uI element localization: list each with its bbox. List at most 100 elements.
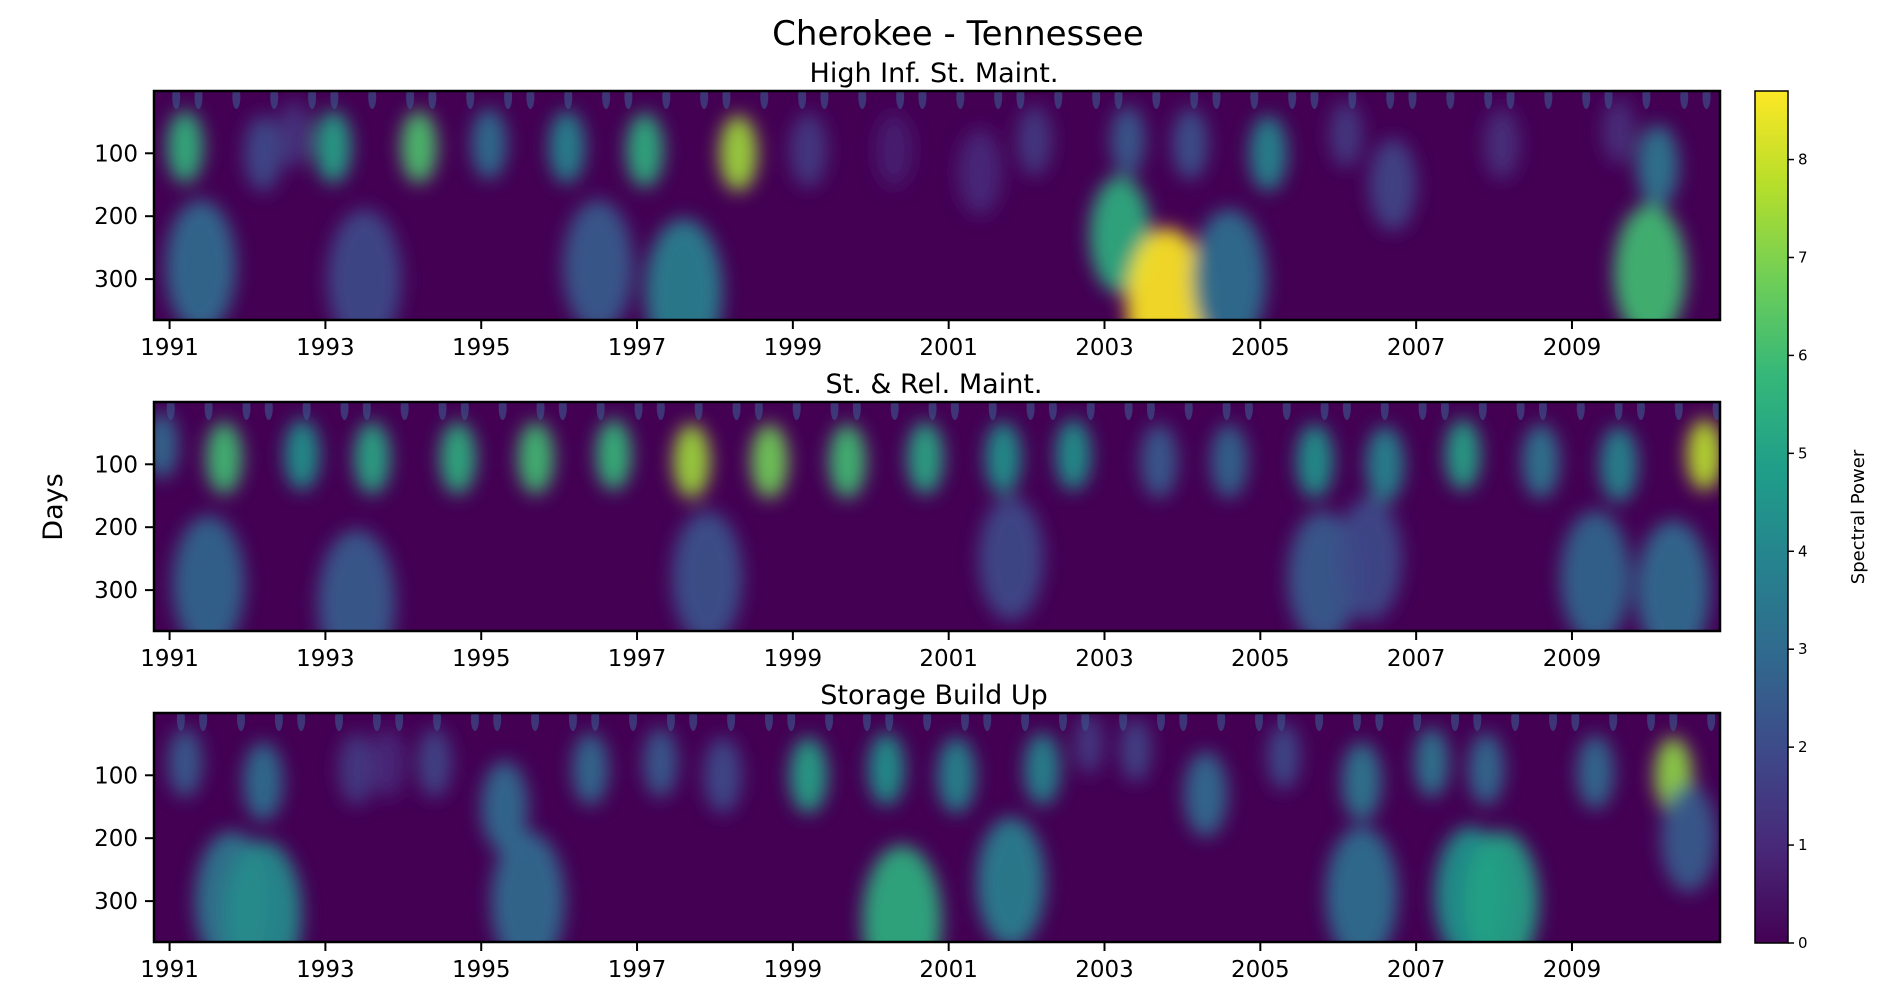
- power-blob: [1375, 713, 1384, 731]
- colorbar-tick-label: 8: [1798, 151, 1808, 169]
- power-blob: [666, 713, 675, 731]
- power-blob: [825, 713, 834, 731]
- power-blob: [243, 741, 283, 822]
- power-blob: [1614, 402, 1623, 420]
- power-blob: [166, 402, 175, 420]
- power-blob: [572, 732, 609, 806]
- power-blob: [308, 91, 317, 109]
- power-blob: [1348, 91, 1357, 109]
- power-blob: [700, 91, 709, 109]
- colorbar-tick-label: 0: [1798, 934, 1808, 952]
- power-blob: [732, 402, 741, 420]
- x-tick-label: 2007: [1387, 335, 1446, 361]
- power-blob: [471, 108, 507, 180]
- power-blob: [1571, 713, 1580, 731]
- power-blob: [645, 218, 723, 320]
- power-blob: [1255, 713, 1264, 731]
- power-blob: [417, 727, 452, 798]
- power-blob: [1146, 402, 1155, 420]
- power-blob: [624, 91, 633, 109]
- x-tick-label: 2005: [1231, 646, 1290, 672]
- axes-frame: [152, 711, 1722, 944]
- power-blob: [237, 713, 246, 731]
- power-blob: [1516, 402, 1525, 420]
- power-blob: [1473, 713, 1482, 731]
- power-blob: [284, 419, 320, 491]
- power-blob: [1190, 91, 1199, 109]
- x-tick-label: 1997: [608, 957, 667, 983]
- power-blob: [1140, 423, 1178, 499]
- power-blob: [656, 402, 665, 420]
- power-blob: [1120, 718, 1152, 782]
- power-blob: [1110, 105, 1146, 176]
- power-blob: [602, 91, 611, 109]
- panel-high-inf-st-maint: High Inf. St. Maint. 1991 1993 1995 1997 199…: [94, 58, 1722, 361]
- colorbar-tick-label: 3: [1798, 640, 1808, 658]
- power-blob: [852, 402, 861, 420]
- power-blob: [858, 91, 867, 109]
- power-blob: [994, 91, 1003, 109]
- power-blob: [1017, 105, 1052, 176]
- power-blob: [1445, 419, 1481, 491]
- power-blob: [1484, 91, 1493, 109]
- power-blob: [568, 713, 577, 731]
- power-blob: [1310, 91, 1319, 109]
- power-blob: [1212, 91, 1221, 109]
- power-blob: [264, 402, 273, 420]
- power-blob: [1048, 402, 1057, 420]
- x-tick-label: 1995: [452, 335, 511, 361]
- power-blob: [1353, 713, 1362, 731]
- power-blob: [517, 421, 554, 495]
- power-blob: [340, 402, 349, 420]
- power-blob: [242, 402, 251, 420]
- power-blob: [1712, 402, 1720, 420]
- power-blob: [1192, 209, 1267, 320]
- colorbar-tick-label: 7: [1798, 248, 1808, 266]
- power-blob: [1446, 91, 1455, 109]
- power-blob: [978, 496, 1044, 621]
- power-blob: [1315, 713, 1324, 731]
- axes-frame: [152, 89, 1722, 322]
- power-blob: [1522, 423, 1560, 499]
- power-blob: [1092, 91, 1101, 109]
- axes-frame: [152, 400, 1722, 633]
- power-blob: [1511, 713, 1520, 731]
- power-blob: [315, 110, 352, 184]
- power-blob: [1669, 713, 1678, 731]
- x-tick-label: 1993: [296, 646, 355, 672]
- power-blob: [224, 840, 302, 942]
- power-blob: [789, 737, 828, 814]
- power-blob: [1086, 402, 1095, 420]
- power-blob: [789, 112, 827, 188]
- power-blob: [490, 831, 565, 942]
- power-blob: [907, 421, 944, 495]
- power-blob: [1582, 91, 1591, 109]
- x-tick-label: 1993: [296, 957, 355, 983]
- power-blob: [558, 402, 567, 420]
- power-blob: [204, 402, 213, 420]
- power-blob: [1210, 423, 1248, 499]
- power-blob: [890, 402, 899, 420]
- power-blob: [1282, 402, 1291, 420]
- power-blob: [1320, 402, 1329, 420]
- power-blob: [244, 115, 283, 192]
- power-blob: [923, 713, 932, 731]
- power-blob: [830, 402, 839, 420]
- x-tick-label: 2009: [1543, 957, 1602, 983]
- power-blob: [1222, 402, 1231, 420]
- colorbar: 0 1 2 3 4 5 6 7 8 Spectral Power: [1754, 90, 1869, 952]
- power-blob: [1184, 751, 1228, 837]
- x-tick-label: 2009: [1543, 646, 1602, 672]
- power-blob: [372, 713, 381, 731]
- power-blob: [1055, 419, 1091, 491]
- power-blob: [976, 817, 1046, 942]
- power-blob: [694, 402, 703, 420]
- power-blob: [750, 423, 789, 499]
- x-tick-label: 2003: [1075, 335, 1134, 361]
- power-blob: [1674, 402, 1683, 420]
- power-blob: [1184, 402, 1193, 420]
- y-tick-label: 200: [94, 204, 138, 230]
- power-blob: [1156, 713, 1165, 731]
- x-tick-label: 1999: [764, 335, 823, 361]
- power-blob: [1686, 419, 1720, 491]
